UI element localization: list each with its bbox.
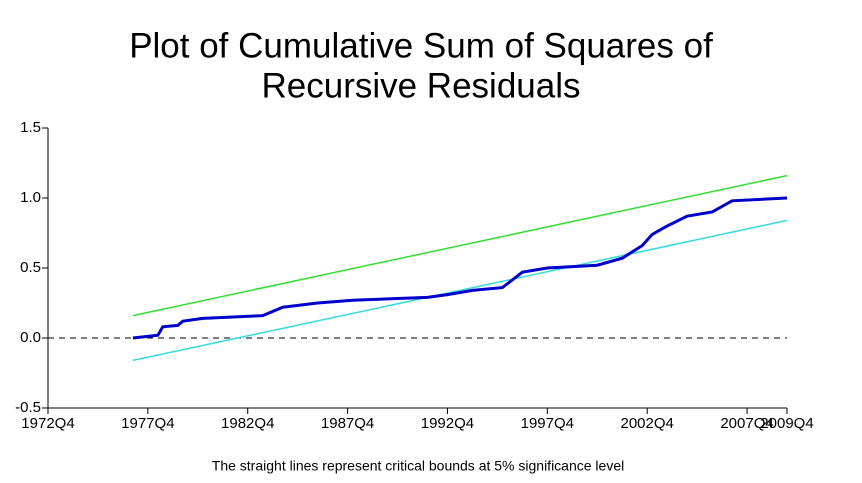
series-line: [132, 174, 788, 317]
x-tick-label: 2009Q4: [760, 415, 813, 432]
series-line: [132, 196, 788, 340]
x-tick-label: 2007Q4: [720, 415, 773, 432]
x-tick-label: 1997Q4: [521, 415, 574, 432]
y-tick-label: 1.0: [20, 189, 41, 206]
x-tick-label: 2002Q4: [620, 415, 673, 432]
chart-title: Plot of Cumulative Sum of Squares of: [129, 26, 713, 65]
footnote: The straight lines represent critical bo…: [212, 458, 624, 474]
chart-title: Recursive Residuals: [261, 66, 580, 105]
y-tick-label: -0.5: [15, 399, 41, 416]
x-tick-label: 1987Q4: [321, 415, 374, 432]
y-tick-label: 1.5: [20, 119, 41, 136]
x-tick-label: 1992Q4: [421, 415, 474, 432]
y-tick-label: 0.0: [20, 329, 41, 346]
x-tick-label: 1977Q4: [121, 415, 174, 432]
x-tick-label: 1972Q4: [21, 415, 74, 432]
series-line: [132, 219, 788, 362]
y-tick-label: 0.5: [20, 259, 41, 276]
x-tick-label: 1982Q4: [221, 415, 274, 432]
